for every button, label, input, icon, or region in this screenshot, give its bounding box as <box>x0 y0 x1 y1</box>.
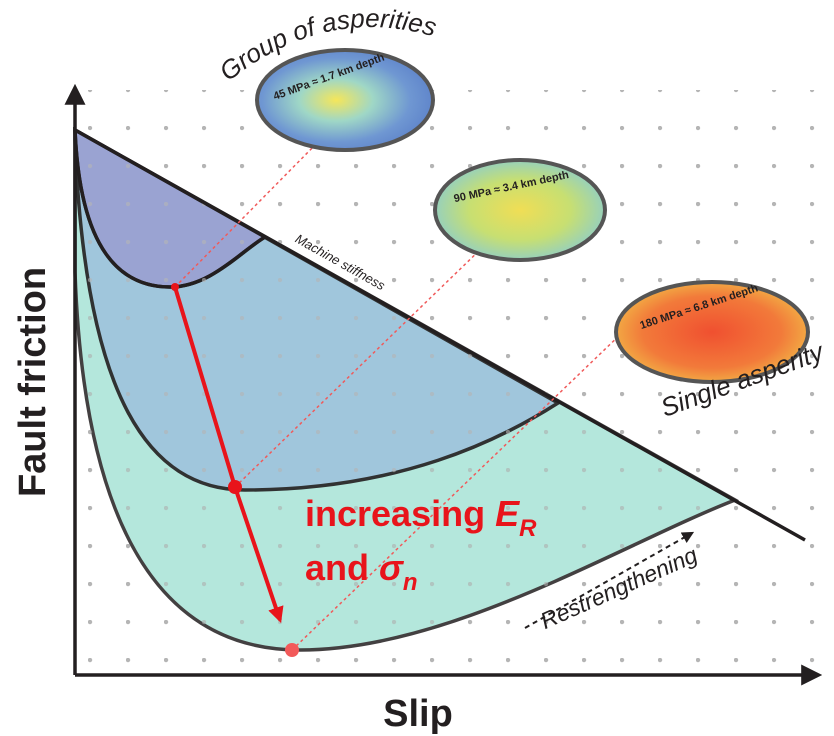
main-label: and <box>305 547 369 588</box>
main-label: E <box>495 493 520 534</box>
sample-image <box>433 158 607 262</box>
links <box>174 139 626 651</box>
point <box>228 480 242 494</box>
x-axis-label: Slip <box>383 693 453 735</box>
point <box>171 283 179 291</box>
main-label: increasing ER <box>305 493 537 542</box>
main-label: σ <box>379 547 405 588</box>
sample-image <box>614 280 810 384</box>
sample-image <box>255 48 435 152</box>
point <box>285 643 299 657</box>
main-label: and σn <box>305 547 418 596</box>
main-label: n <box>403 569 418 596</box>
main-label: increasing <box>305 493 485 534</box>
dot-overlay <box>78 140 738 675</box>
main-label: R <box>519 515 537 542</box>
stiffness-line <box>74 128 806 542</box>
y-axis-label: Fault friction <box>12 267 54 497</box>
